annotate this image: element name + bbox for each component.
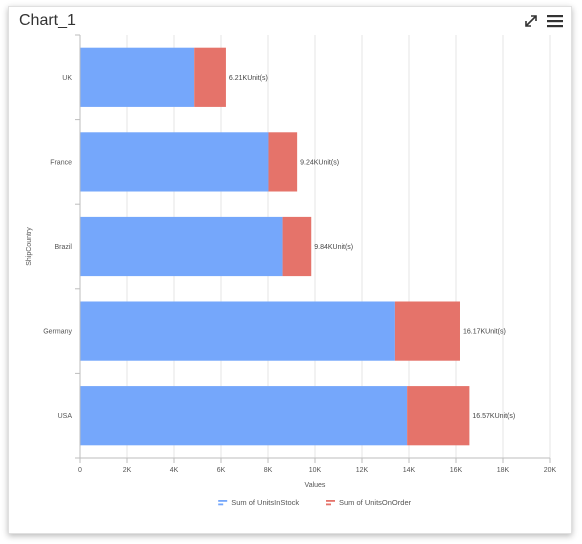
legend-label: Sum of UnitsInStock bbox=[231, 498, 299, 507]
x-tick-label: 2K bbox=[123, 467, 132, 474]
bar-units-in-stock-france[interactable] bbox=[80, 132, 269, 192]
data-label-total: 9.84KUnit(s) bbox=[314, 244, 353, 251]
x-tick-label: 8K bbox=[264, 467, 273, 474]
chart-title: Chart_1 bbox=[19, 12, 76, 29]
y-tick-label: USA bbox=[58, 413, 73, 420]
legend-swatch bbox=[326, 503, 331, 506]
x-tick-label: 4K bbox=[170, 467, 179, 474]
legend-label: Sum of UnitsOnOrder bbox=[339, 498, 412, 507]
y-tick-label: France bbox=[50, 159, 72, 166]
data-label-total: 6.21KUnit(s) bbox=[229, 75, 268, 82]
y-tick-label: Germany bbox=[43, 329, 72, 336]
legend-swatch bbox=[326, 500, 335, 502]
bar-units-on-order-brazil[interactable] bbox=[282, 216, 312, 277]
legend-item-units-on-order[interactable]: Sum of UnitsOnOrder bbox=[326, 498, 412, 507]
data-label-total: 16.17KUnit(s) bbox=[463, 329, 506, 336]
x-tick-label: 6K bbox=[217, 467, 226, 474]
x-tick-label: 18K bbox=[497, 467, 510, 474]
expand-icon[interactable] bbox=[521, 11, 541, 31]
y-tick-label: UK bbox=[62, 75, 72, 82]
y-axis-title: ShipCountry bbox=[26, 227, 33, 266]
data-label-total: 9.24KUnit(s) bbox=[300, 159, 339, 166]
x-tick-label: 14K bbox=[403, 467, 416, 474]
bar-units-on-order-usa[interactable] bbox=[407, 386, 470, 446]
x-tick-label: 10K bbox=[309, 467, 322, 474]
x-tick-label: 12K bbox=[356, 467, 369, 474]
x-tick-label: 16K bbox=[450, 467, 463, 474]
x-axis-title: Values bbox=[305, 482, 326, 489]
bar-units-in-stock-brazil[interactable] bbox=[80, 216, 283, 277]
chart-plot: 0 2K 4K 6K 8K 10K 12K 14K 16K 18K 20K UK France Brazi… bbox=[26, 34, 557, 507]
bar-units-in-stock-germany[interactable] bbox=[80, 301, 395, 361]
bar-units-on-order-uk[interactable] bbox=[194, 47, 226, 107]
bar-units-on-order-france[interactable] bbox=[268, 132, 298, 192]
legend-swatch bbox=[218, 500, 228, 502]
bar-units-in-stock-usa[interactable] bbox=[80, 386, 408, 446]
hamburger-menu-icon[interactable] bbox=[545, 11, 565, 31]
bar-units-in-stock-uk[interactable] bbox=[80, 47, 195, 107]
legend-item-units-in-stock[interactable]: Sum of UnitsInStock bbox=[218, 498, 299, 507]
x-tick-label: 0 bbox=[78, 467, 82, 474]
bar-units-on-order-germany[interactable] bbox=[394, 301, 460, 361]
chart-card: Chart_1 0 2K 4K 6K 8K 10K 12K 14K 16K 18K 20K UK Fra… bbox=[8, 6, 572, 534]
y-tick-label: Brazil bbox=[54, 244, 72, 251]
legend-swatch bbox=[218, 503, 224, 506]
data-label-total: 16.57KUnit(s) bbox=[472, 413, 515, 420]
x-tick-label: 20K bbox=[544, 467, 557, 474]
